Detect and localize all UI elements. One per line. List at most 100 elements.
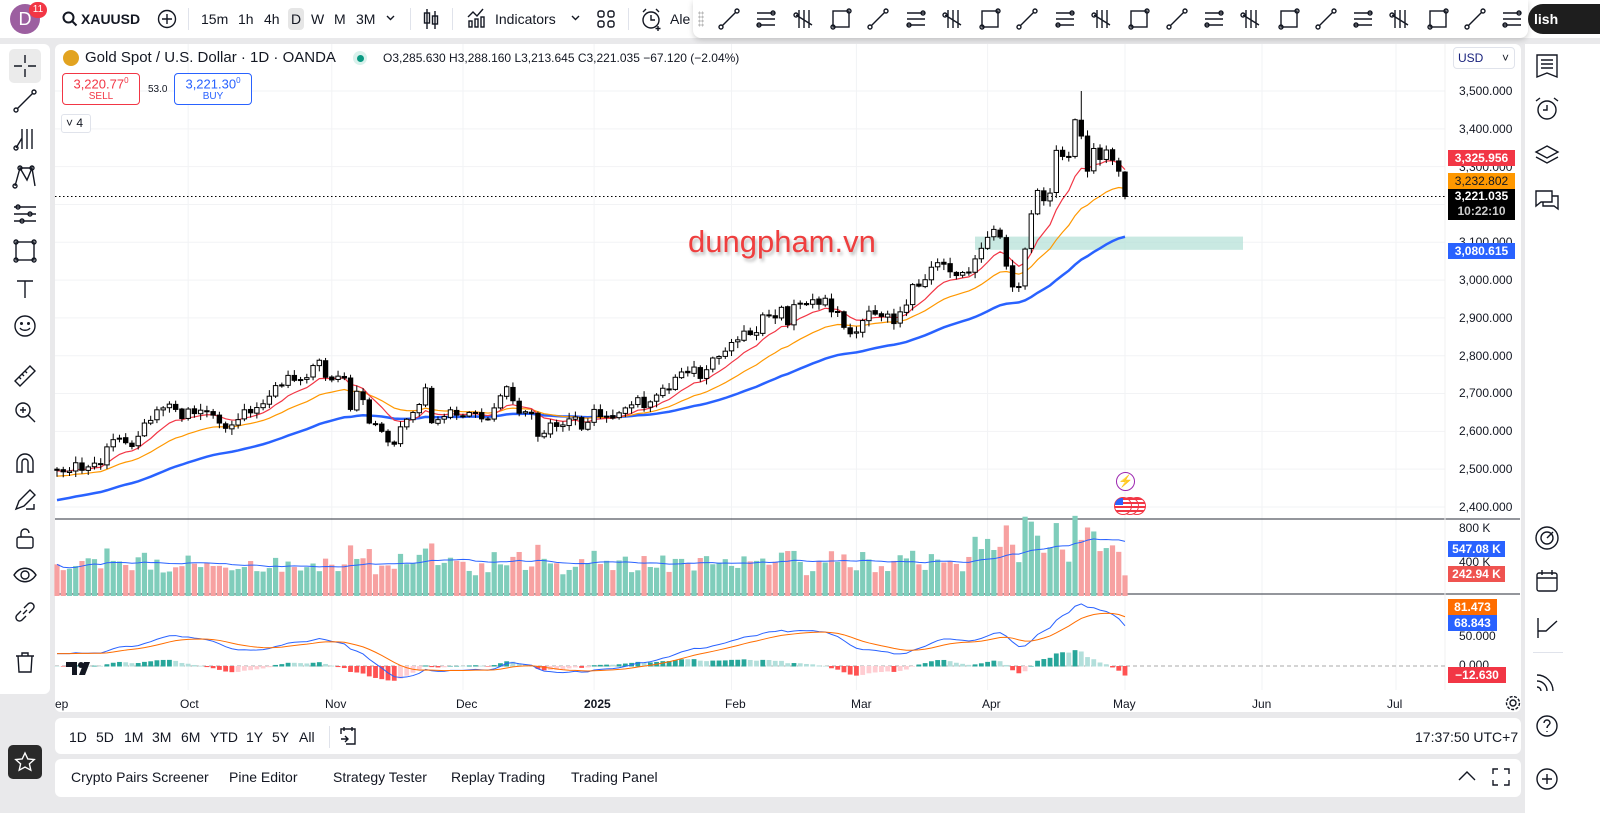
chevron-down-icon[interactable] xyxy=(571,15,580,21)
symbol-title[interactable]: Gold Spot / U.S. Dollar · 1D · OANDA xyxy=(85,49,336,66)
chart-settings-icon[interactable] xyxy=(1505,695,1521,711)
broadcast-icon[interactable] xyxy=(1533,667,1561,695)
lock-icon[interactable] xyxy=(12,525,38,551)
alert-clock-icon[interactable] xyxy=(641,7,663,31)
regression-trend-icon[interactable] xyxy=(829,7,853,31)
horizontal-ray-icon[interactable] xyxy=(754,7,778,31)
help-icon[interactable] xyxy=(1533,712,1561,740)
buy-button[interactable]: 3,221.300 BUY xyxy=(174,73,252,105)
date-range-icon[interactable] xyxy=(1127,7,1151,31)
zoom-in-icon[interactable] xyxy=(12,399,38,425)
indicators-collapse-toggle[interactable]: ˅ 4 xyxy=(61,114,91,133)
trend-line-icon[interactable] xyxy=(717,7,741,31)
crosshair-icon[interactable] xyxy=(12,53,38,79)
notifications-icon[interactable] xyxy=(1533,765,1561,793)
tab-crypto-pairs-screener[interactable]: Crypto Pairs Screener xyxy=(71,769,209,785)
sell-button[interactable]: 3,220.770 SELL xyxy=(62,73,140,105)
tradingview-logo[interactable] xyxy=(66,660,96,676)
maximize-panel-icon[interactable] xyxy=(1492,768,1510,786)
trend-line-icon[interactable] xyxy=(12,88,38,114)
currency-select[interactable]: USD ˅ xyxy=(1453,47,1515,69)
alert-button[interactable]: Ale xyxy=(670,11,691,27)
tab-trading-panel[interactable]: Trading Panel xyxy=(571,769,658,785)
drag-handle[interactable] xyxy=(698,11,704,27)
arrow-icon[interactable] xyxy=(1463,7,1487,31)
indicators-icon[interactable] xyxy=(467,8,489,28)
eye-icon[interactable] xyxy=(12,562,38,588)
vertical-line-icon[interactable] xyxy=(1277,7,1301,31)
rectangle-icon[interactable] xyxy=(1239,7,1263,31)
elliott-correction-icon[interactable] xyxy=(1053,7,1077,31)
prediction-icon[interactable] xyxy=(12,201,38,227)
drawing-mode-icon[interactable] xyxy=(12,487,38,513)
candles-chart-type-icon[interactable] xyxy=(422,8,440,30)
range-5y[interactable]: 5Y xyxy=(272,729,290,745)
ideas-target-icon[interactable] xyxy=(1533,524,1561,552)
tab-pine-editor[interactable]: Pine Editor xyxy=(229,769,298,785)
favorites-button[interactable] xyxy=(8,745,42,779)
go-to-date-icon[interactable] xyxy=(339,725,357,745)
fib-retracement-icon[interactable] xyxy=(1351,7,1375,31)
range-1m[interactable]: 1M xyxy=(124,729,144,745)
range-1d[interactable]: 1D xyxy=(69,729,87,745)
trash-icon[interactable] xyxy=(12,649,38,675)
tab-strategy-tester[interactable]: Strategy Tester xyxy=(333,769,427,785)
symbol-search[interactable]: XAUUSD xyxy=(81,11,141,27)
indicators-button[interactable]: Indicators xyxy=(495,11,556,27)
interval-4h[interactable]: 4h xyxy=(264,11,280,27)
layout-grid-icon[interactable] xyxy=(597,10,615,28)
interval-1h[interactable]: 1h xyxy=(238,11,254,27)
range-1y[interactable]: 1Y xyxy=(246,729,264,745)
rectangle-shape-icon[interactable] xyxy=(12,238,38,264)
divider xyxy=(628,8,629,30)
right-sidebar xyxy=(1525,44,1600,813)
tab-replay-trading[interactable]: Replay Trading xyxy=(451,769,546,785)
cycle-lines-icon[interactable] xyxy=(1165,7,1189,31)
fib-grid-icon[interactable] xyxy=(866,7,890,31)
fib-extension-icon[interactable] xyxy=(1388,7,1412,31)
emoji-icon[interactable] xyxy=(12,313,38,339)
range-6m[interactable]: 6M xyxy=(181,729,201,745)
range-all[interactable]: All xyxy=(299,729,315,745)
chevron-down-icon[interactable] xyxy=(386,15,395,21)
range-3m[interactable]: 3M xyxy=(152,729,172,745)
add-symbol-icon[interactable] xyxy=(157,9,177,29)
calendar-icon[interactable] xyxy=(1533,567,1561,595)
options-strategy-icon[interactable] xyxy=(1533,614,1561,642)
clock-timezone[interactable]: 17:37:50 UTC+7 xyxy=(1415,729,1519,745)
interval-15m[interactable]: 15m xyxy=(201,11,229,27)
parallel-channel-icon[interactable] xyxy=(792,7,816,31)
elliott-impulse-icon[interactable] xyxy=(978,7,1002,31)
interval-w[interactable]: W xyxy=(311,11,325,27)
search-icon[interactable] xyxy=(62,11,78,27)
interval-m[interactable]: M xyxy=(334,11,346,27)
long-position-icon[interactable] xyxy=(1090,7,1114,31)
fib-fan-icon[interactable] xyxy=(904,7,928,31)
parallel-lines-icon[interactable] xyxy=(1314,7,1338,31)
lightning-event-icon[interactable]: ⚡ xyxy=(1116,472,1135,491)
range-5d[interactable]: 5D xyxy=(96,729,114,745)
abcd-pattern-icon[interactable] xyxy=(1015,7,1039,31)
watchlist-icon[interactable] xyxy=(1533,52,1561,80)
interval-3m[interactable]: 3M xyxy=(356,11,376,27)
text-icon[interactable] xyxy=(12,276,38,302)
pattern-icon[interactable] xyxy=(12,164,38,190)
us-economic-events-icon[interactable] xyxy=(1114,497,1150,516)
pitchfork-icon[interactable] xyxy=(1500,7,1524,31)
callout-icon[interactable] xyxy=(941,7,965,31)
volume-axis-label: 800 K xyxy=(1459,521,1491,535)
sine-line-icon[interactable] xyxy=(1202,7,1226,31)
alerts-icon[interactable] xyxy=(1533,95,1561,123)
link-icon[interactable] xyxy=(12,599,38,625)
price-range-icon[interactable] xyxy=(1426,7,1450,31)
chart-panel[interactable] xyxy=(55,44,1521,712)
publish-button[interactable]: lish xyxy=(1528,4,1600,34)
chat-icon[interactable] xyxy=(1533,187,1561,215)
ruler-icon[interactable] xyxy=(12,363,38,389)
pitchfork-icon[interactable] xyxy=(12,126,38,152)
magnet-icon[interactable] xyxy=(12,450,38,476)
range-ytd[interactable]: YTD xyxy=(210,729,238,745)
object-tree-layers-icon[interactable] xyxy=(1533,141,1561,169)
collapse-panel-chevron-icon[interactable] xyxy=(1458,771,1476,781)
interval-d[interactable]: D xyxy=(288,8,305,30)
